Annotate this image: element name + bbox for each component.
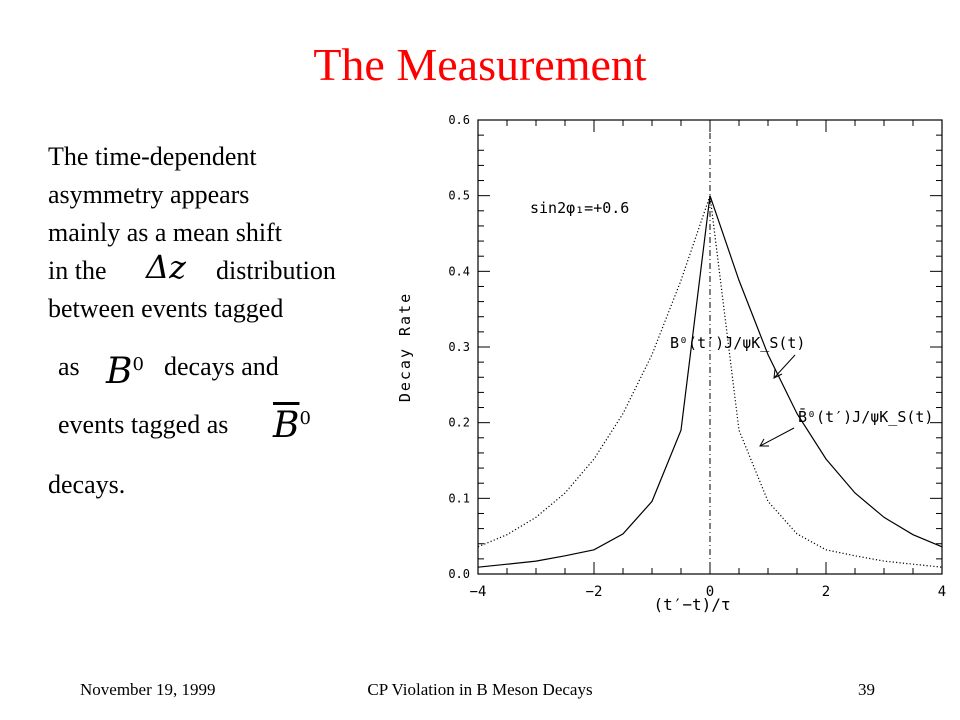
body-line: in the [48,256,107,285]
x-axis-label: (t′−t)/τ [653,595,730,614]
body-line: between events tagged [48,294,284,323]
b0bar-superscript: 0 [299,408,311,429]
y-tick-label: 0.6 [448,113,470,127]
arrow-b0bar-head [759,438,769,447]
b0-symbol: B0 [106,346,144,391]
y-tick-label: 0.1 [448,491,470,505]
slide-title: The Measurement [313,39,647,90]
b0bar-base: B [273,405,300,446]
y-tick-label: 0.3 [448,340,470,354]
arrow-b0-head [773,368,783,379]
x-tick-label: −2 [586,584,603,600]
y-tick-label: 0.4 [448,264,470,278]
axis-ticks [477,119,943,575]
b0-base: B [106,351,133,392]
arrow-b0-line [773,354,796,379]
decay-rate-chart: −4 −2 0 2 4 0.0 0.1 0.2 0.3 0.4 0.5 0.6 sin2φ₁=+0.6… [396,113,946,614]
footer-date: November 19, 1999 [80,680,216,699]
body-line: distribution [216,256,336,285]
legend-b0: B⁰(t′)J/ψK_S(t) [670,334,805,352]
x-tick-label: 0 [706,584,714,600]
y-axis-label: Decay Rate [396,292,414,402]
series-b0-curve [477,195,943,568]
x-tick-label: 4 [938,584,946,600]
x-tick-label: 2 [822,584,830,600]
body-line: decays. [48,470,126,499]
legend-arrows [759,354,796,447]
body-line: The time-dependent [48,142,257,171]
y-tick-label: 0.0 [448,567,470,581]
y-tick-label: 0.5 [448,189,470,203]
footer-talk-title: CP Violation in B Meson Decays [367,680,593,699]
body-line: events tagged as [58,410,229,439]
b0bar-symbol: B0 [273,400,311,445]
chart-annotation: sin2φ₁=+0.6 [530,199,629,217]
b0-superscript: 0 [132,354,144,375]
legend-b0bar: B̄⁰(t′)J/ψK_S(t) [798,407,933,426]
footer-page-number: 39 [858,680,875,699]
body-line: asymmetry appears [48,180,250,209]
body-line: decays and [164,352,279,381]
body-line: mainly as a mean shift [48,218,282,247]
arrow-b0bar-line [759,427,795,447]
delta-z-symbol: Δz [146,248,186,286]
y-tick-label: 0.2 [448,416,470,430]
x-tick-label: −4 [470,584,487,600]
body-line: as [58,352,80,381]
tick-labels: −4 −2 0 2 4 0.0 0.1 0.2 0.3 0.4 0.5 0.6 [448,113,946,600]
